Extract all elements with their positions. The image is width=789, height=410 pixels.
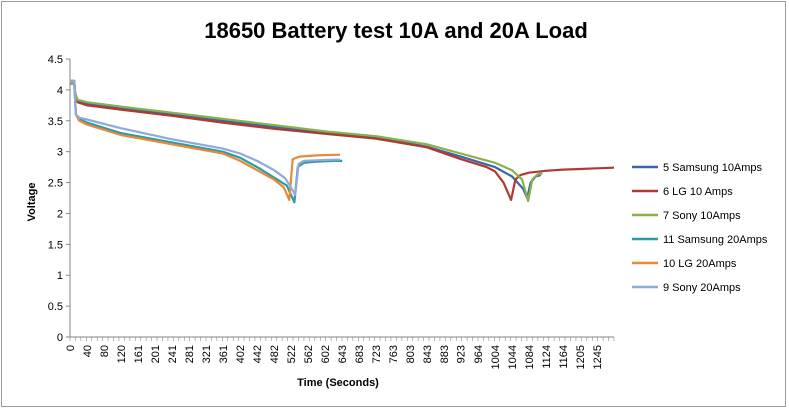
x-tick-label: 40 (82, 345, 94, 357)
x-axis-title: Time (Seconds) (297, 377, 379, 389)
x-tick-label: 281 (184, 345, 196, 363)
y-tick-label: 2.5 (48, 178, 63, 190)
x-tick-label: 843 (422, 345, 434, 363)
legend-entry: 9 Sony 20Amps (663, 282, 741, 294)
legend: 5 Samsung 10Amps 6 LG 10 Amps 7 Sony 10Amp… (632, 162, 768, 294)
x-tick-label: 562 (303, 345, 315, 363)
x-tick-label: 482 (269, 345, 281, 363)
plot-area (70, 79, 615, 204)
y-tick-label: 4 (57, 85, 63, 97)
x-tick-label: 201 (150, 345, 162, 363)
y-tick-label: 3.5 (48, 116, 63, 128)
y-tick-label: 2 (57, 208, 63, 220)
series-line-3 (70, 79, 543, 203)
series-line-4 (70, 82, 343, 204)
legend-entry: 11 Samsung 20Amps (663, 234, 768, 246)
x-tick-label: 402 (235, 345, 247, 363)
x-tick-label: 241 (167, 345, 179, 363)
series-line-2 (70, 79, 615, 201)
x-tick-label: 0 (65, 345, 77, 351)
x-tick-label: 1124 (541, 345, 553, 369)
x-axis: 0 40 80 120 161 201 241 281 321 361 402 442 482 522 56… (65, 336, 615, 369)
chart-title: 18650 Battery test 10A and 20A Load (204, 18, 588, 43)
y-axis: 0 0.5 1 1.5 2 2.5 3 3.5 4 4.5 (48, 54, 71, 344)
legend-entry: 6 LG 10 Amps (663, 186, 733, 198)
x-tick-label: 321 (201, 345, 213, 363)
series-line-6 (70, 79, 341, 196)
x-tick-label: 161 (133, 345, 145, 363)
x-tick-label: 1004 (490, 345, 502, 369)
x-tick-label: 120 (116, 345, 128, 363)
legend-entry: 7 Sony 10Amps (663, 210, 741, 222)
x-tick-label: 361 (218, 345, 230, 363)
x-tick-label: 723 (371, 345, 383, 363)
x-tick-label: 803 (405, 345, 417, 363)
x-tick-label: 442 (252, 345, 264, 363)
x-tick-label: 522 (286, 345, 298, 363)
legend-entry: 5 Samsung 10Amps (663, 162, 763, 174)
x-tick-label: 964 (473, 345, 485, 363)
x-tick-label: 923 (456, 345, 468, 363)
y-tick-label: 3 (57, 147, 63, 159)
x-tick-label: 602 (320, 345, 332, 363)
y-tick-label: 0.5 (48, 301, 63, 313)
legend-entry: 10 LG 20Amps (663, 258, 737, 270)
x-tick-label: 1164 (558, 345, 570, 369)
y-tick-label: 1.5 (48, 239, 63, 251)
y-tick-label: 0 (57, 332, 63, 344)
x-tick-label: 80 (99, 345, 111, 357)
x-tick-label: 683 (354, 345, 366, 363)
x-tick-label: 643 (337, 345, 349, 363)
y-axis-title: Voltage (26, 183, 38, 222)
series-line-5 (70, 81, 341, 201)
x-tick-label: 1084 (524, 345, 536, 369)
x-tick-label: 1044 (507, 345, 519, 369)
x-tick-label: 1205 (575, 345, 587, 369)
x-tick-label: 1245 (592, 345, 604, 369)
y-tick-label: 1 (57, 270, 63, 282)
x-tick-label: 763 (388, 345, 400, 363)
y-tick-label: 4.5 (48, 54, 63, 66)
x-tick-label: 883 (439, 345, 451, 363)
